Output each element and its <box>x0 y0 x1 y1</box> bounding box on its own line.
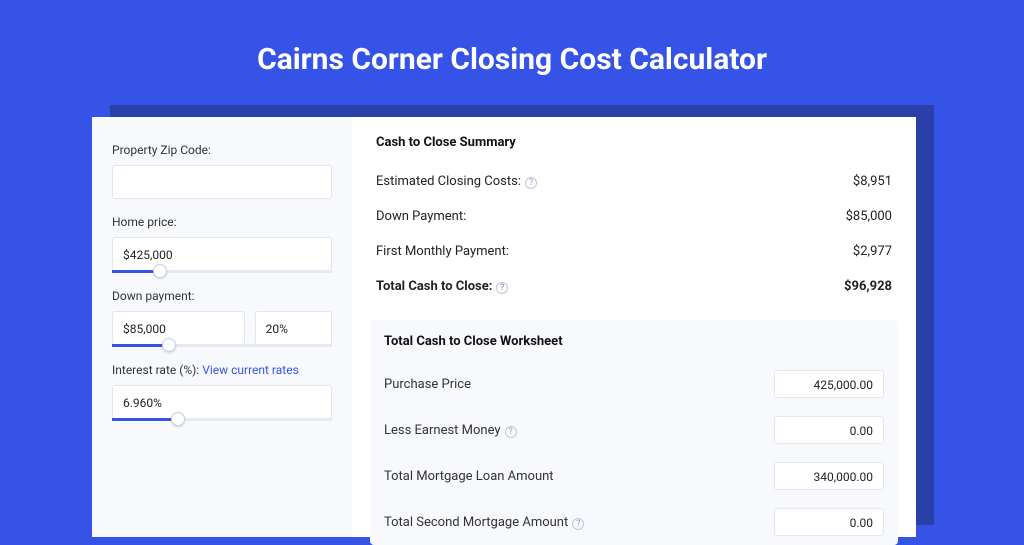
worksheet-value-input[interactable]: 425,000.00 <box>774 370 884 398</box>
home-price-field: Home price: $425,000 <box>112 215 332 273</box>
worksheet-row: Purchase Price 425,000.00 <box>384 361 884 407</box>
summary-section: Cash to Close Summary Estimated Closing … <box>370 131 898 304</box>
worksheet-title: Total Cash to Close Worksheet <box>384 334 884 349</box>
help-icon[interactable]: ? <box>496 282 508 294</box>
worksheet-row: Total Second Mortgage Amount? 0.00 <box>384 499 884 545</box>
worksheet-row: Total Mortgage Loan Amount 340,000.00 <box>384 453 884 499</box>
home-price-label: Home price: <box>112 215 332 229</box>
view-rates-link[interactable]: View current rates <box>202 363 299 377</box>
calculator-card: Property Zip Code: Home price: $425,000 … <box>92 117 916 537</box>
home-price-slider[interactable] <box>112 270 332 273</box>
summary-row-value: $96,928 <box>844 279 892 294</box>
worksheet-value-input[interactable]: 0.00 <box>774 508 884 536</box>
down-payment-pct-input[interactable]: 20% <box>255 311 332 345</box>
zip-field: Property Zip Code: <box>112 143 332 199</box>
summary-row: Down Payment: $85,000 <box>370 199 898 234</box>
down-payment-field: Down payment: $85,000 20% <box>112 289 332 347</box>
page-title: Cairns Corner Closing Cost Calculator <box>0 0 1024 105</box>
down-payment-label: Down payment: <box>112 289 332 303</box>
zip-label: Property Zip Code: <box>112 143 332 157</box>
down-payment-slider[interactable] <box>112 344 332 347</box>
help-icon[interactable]: ? <box>572 518 584 530</box>
home-price-input[interactable]: $425,000 <box>112 237 332 271</box>
summary-row-label: Down Payment: <box>376 209 466 224</box>
summary-row-label: Total Cash to Close:? <box>376 279 508 294</box>
worksheet-value-input[interactable]: 0.00 <box>774 416 884 444</box>
help-icon[interactable]: ? <box>525 177 537 189</box>
summary-title: Cash to Close Summary <box>370 131 898 164</box>
rate-input[interactable]: 6.960% <box>112 385 332 419</box>
summary-row: First Monthly Payment: $2,977 <box>370 234 898 269</box>
slider-thumb[interactable] <box>153 264 167 278</box>
summary-row: Total Cash to Close:? $96,928 <box>370 269 898 304</box>
worksheet-row-label: Total Mortgage Loan Amount <box>384 469 554 484</box>
results-panel: Cash to Close Summary Estimated Closing … <box>352 117 916 537</box>
worksheet-row: Less Earnest Money? 0.00 <box>384 407 884 453</box>
summary-row-value: $85,000 <box>846 209 892 224</box>
help-icon[interactable]: ? <box>505 426 517 438</box>
rate-field: Interest rate (%): View current rates 6.… <box>112 363 332 421</box>
summary-row-label: First Monthly Payment: <box>376 244 509 259</box>
worksheet-section: Total Cash to Close Worksheet Purchase P… <box>370 320 898 545</box>
worksheet-row-label: Purchase Price <box>384 377 471 392</box>
summary-row-value: $8,951 <box>853 174 892 189</box>
slider-thumb[interactable] <box>171 412 185 426</box>
zip-input[interactable] <box>112 165 332 199</box>
worksheet-row-label: Less Earnest Money? <box>384 423 517 438</box>
summary-row: Estimated Closing Costs:? $8,951 <box>370 164 898 199</box>
worksheet-value-input[interactable]: 340,000.00 <box>774 462 884 490</box>
summary-row-label: Estimated Closing Costs:? <box>376 174 537 189</box>
slider-thumb[interactable] <box>162 338 176 352</box>
worksheet-row-label: Total Second Mortgage Amount? <box>384 515 584 530</box>
inputs-panel: Property Zip Code: Home price: $425,000 … <box>92 117 352 537</box>
card-shadow: Property Zip Code: Home price: $425,000 … <box>110 105 934 525</box>
rate-label: Interest rate (%): View current rates <box>112 363 332 377</box>
rate-label-text: Interest rate (%): <box>112 363 202 377</box>
summary-row-value: $2,977 <box>853 244 892 259</box>
rate-slider[interactable] <box>112 418 332 421</box>
down-payment-input[interactable]: $85,000 <box>112 311 245 345</box>
